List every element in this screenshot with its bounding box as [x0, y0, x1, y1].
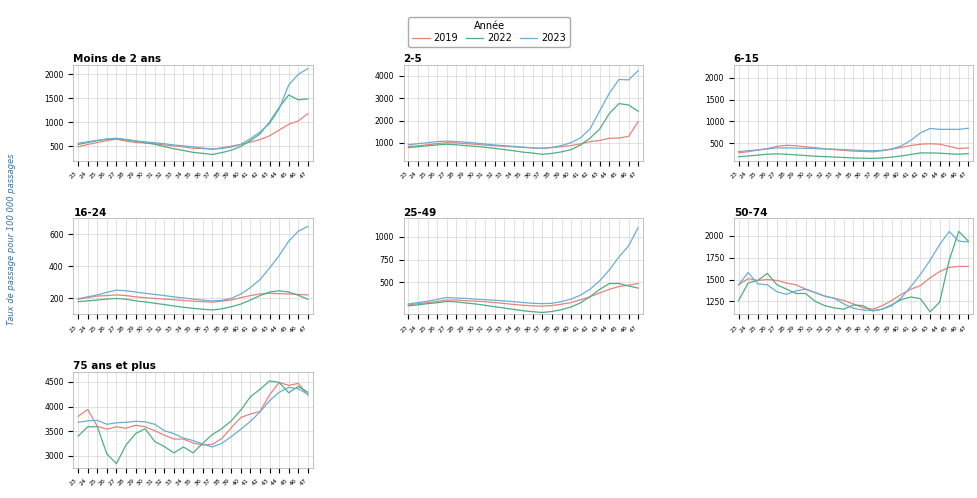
Text: 16-24: 16-24 — [73, 208, 106, 218]
Text: Moins de 2 ans: Moins de 2 ans — [73, 54, 161, 64]
Text: 25-49: 25-49 — [404, 208, 437, 218]
Text: 6-15: 6-15 — [733, 54, 759, 64]
Text: 2-5: 2-5 — [404, 54, 422, 64]
Text: Taux de passage pour 100 000 passages: Taux de passage pour 100 000 passages — [7, 153, 17, 325]
Text: 75 ans et plus: 75 ans et plus — [73, 362, 156, 372]
Legend: 2019, 2022, 2023: 2019, 2022, 2023 — [407, 17, 570, 47]
Text: 50-74: 50-74 — [733, 208, 767, 218]
